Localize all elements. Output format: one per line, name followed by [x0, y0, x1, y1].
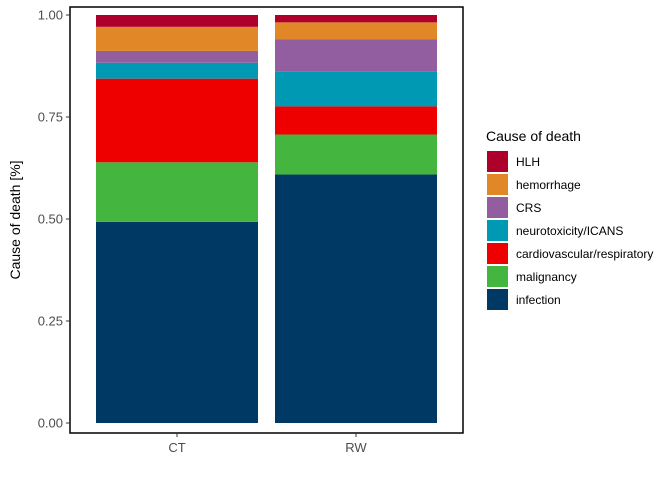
legend-key [487, 266, 508, 287]
bar-segment-rw-hlh [275, 15, 437, 23]
y-tick-label: 0.75 [38, 110, 63, 125]
bar-segment-ct-cardiovascular-respiratory [96, 78, 258, 163]
bar-segment-rw-hemorrhage [275, 22, 437, 40]
y-tick-label: 0.00 [38, 416, 63, 431]
legend-label: CRS [516, 201, 541, 215]
legend-key [487, 220, 508, 241]
bar-segment-rw-neurotoxicity-icans [275, 71, 437, 107]
y-axis-title: Cause of death [%] [7, 160, 23, 279]
y-axis: 0.00 0.25 0.50 0.75 1.00 [38, 8, 70, 431]
legend-key [487, 289, 508, 310]
x-axis: CT RW [168, 433, 367, 455]
legend-key [487, 197, 508, 218]
bar-segment-ct-infection [96, 221, 258, 423]
bar-segment-ct-hemorrhage [96, 26, 258, 51]
bar-segment-rw-infection [275, 174, 437, 423]
legend-label: HLH [516, 155, 540, 169]
bar-segment-ct-neurotoxicity-icans [96, 62, 258, 79]
legend-key [487, 243, 508, 264]
legend-label: cardiovascular/respiratory [516, 247, 653, 261]
x-tick-label: RW [345, 440, 367, 455]
bar-segment-ct-crs [96, 50, 258, 63]
bar-segment-ct-hlh [96, 15, 258, 27]
legend-label: neurotoxicity/ICANS [516, 224, 623, 238]
bar-segment-rw-malignancy [275, 134, 437, 175]
bar-segment-rw-crs [275, 39, 437, 72]
legend: Cause of death HLH hemorrhage CRS neurotoxi… [486, 128, 653, 310]
bars-layer [96, 15, 437, 423]
bar-segment-rw-cardiovascular-respiratory [275, 106, 437, 135]
legend-label: malignancy [516, 270, 577, 284]
legend-title: Cause of death [486, 128, 581, 144]
plot-panel-border [69, 6, 464, 434]
legend-label: hemorrhage [516, 178, 581, 192]
y-tick-label: 1.00 [38, 8, 63, 23]
legend-label: infection [516, 293, 561, 307]
y-tick-label: 0.50 [38, 212, 63, 227]
x-tick-label: CT [168, 440, 185, 455]
legend-key [487, 151, 508, 172]
bar-segment-ct-malignancy [96, 162, 258, 222]
y-tick-label: 0.25 [38, 314, 63, 329]
legend-key [487, 174, 508, 195]
